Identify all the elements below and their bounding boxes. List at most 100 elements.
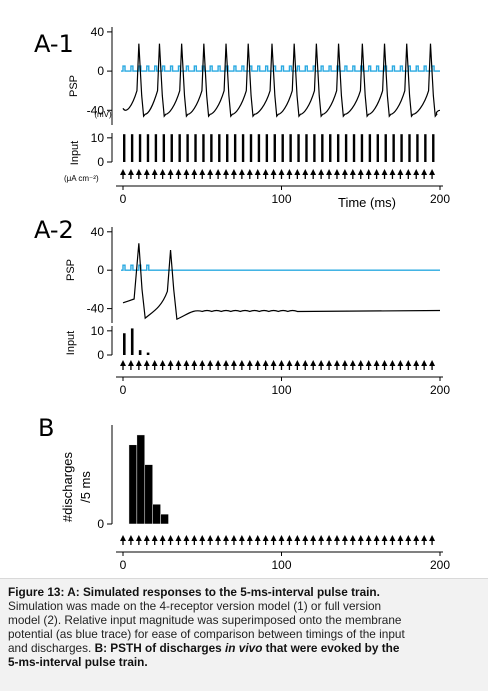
time-tick-label: 100: [271, 383, 291, 397]
a1-input-pulse: [273, 134, 276, 162]
stim-arrow-head: [215, 535, 222, 541]
a1-input-pulse: [329, 134, 332, 162]
caption-line-5-end: that were evoked by the: [262, 641, 400, 655]
stim-arrow-head: [381, 360, 388, 366]
stim-arrow-head: [199, 535, 206, 541]
stim-arrow-head: [270, 535, 277, 541]
a1-input-pulse: [218, 134, 221, 162]
a1-stimulus-arrows: [120, 169, 436, 179]
a1-input-pulse: [305, 134, 308, 162]
panel-a2-label: A-2: [34, 216, 74, 244]
stim-arrow-head: [333, 360, 340, 366]
input-overlay-line: [121, 65, 440, 72]
stim-arrow-head: [246, 360, 253, 366]
stim-arrow-head: [175, 535, 182, 541]
stim-arrow-head: [389, 169, 396, 175]
a1-input-pulse: [257, 134, 261, 162]
a1-input-pulse: [130, 134, 134, 162]
stim-arrow-head: [120, 360, 126, 366]
a1-input-pulse: [289, 134, 292, 162]
a1-psp-axis: 40 0 -40: [87, 25, 113, 125]
a2-input-pulse: [123, 333, 126, 355]
stim-arrow-head: [341, 535, 348, 541]
stim-arrow-head: [365, 535, 372, 541]
stim-arrow-head: [373, 169, 380, 175]
a1-input-pulse: [360, 134, 364, 162]
stim-arrow-head: [357, 169, 364, 175]
stim-arrow-head: [238, 360, 245, 366]
time-tick-label: 200: [430, 192, 450, 206]
a2-stimulus-arrows: [120, 360, 436, 370]
a1-input-pulse: [178, 134, 181, 162]
stim-arrow-head: [310, 360, 317, 366]
stim-arrow-head: [127, 169, 134, 175]
a1-input-pulse: [194, 134, 197, 162]
stim-arrow-head: [405, 535, 412, 541]
b-psth-bars: [128, 434, 169, 525]
a2-psp-tick-label: -40: [87, 302, 105, 316]
stim-arrow-head: [254, 360, 261, 366]
a1-input-pulse: [297, 134, 300, 162]
a2-input-pulse: [146, 352, 150, 355]
stim-arrow-head: [318, 169, 325, 175]
stim-arrow-head: [278, 360, 285, 366]
a1-input-unit: (μA cm⁻²): [64, 174, 99, 183]
a2-input-ylabel: Input: [65, 331, 77, 355]
a1-input-pulse: [186, 134, 189, 162]
a2-input-pulses: [123, 328, 150, 355]
figure-caption: Figure 13: A: Simulated responses to the…: [0, 578, 488, 691]
stim-arrow-head: [159, 535, 166, 541]
a2-input-axis: 10 0: [91, 324, 113, 362]
caption-title: Figure 13: A: Simulated responses to the…: [8, 585, 380, 599]
psth-bar: [144, 464, 153, 525]
stim-arrow-head: [381, 535, 388, 541]
stim-arrow-head: [326, 169, 333, 175]
a1-input-pulse: [376, 134, 379, 162]
stim-arrow-head: [175, 360, 182, 366]
a2-membrane-trace: [122, 243, 441, 321]
stim-arrow-head: [127, 360, 134, 366]
stim-arrow-head: [191, 360, 198, 366]
a2-input-pulse: [130, 328, 134, 355]
stim-arrow-head: [207, 535, 214, 541]
stim-arrow-head: [230, 169, 237, 175]
stim-arrow-head: [254, 535, 261, 541]
stim-arrow-head: [191, 535, 198, 541]
a1-input-pulses: [123, 134, 435, 162]
stim-arrow-head: [381, 169, 388, 175]
caption-in-vivo: in vivo: [225, 641, 263, 655]
a1-xlabel: Time (ms): [338, 195, 396, 210]
stim-arrow-head: [413, 169, 420, 175]
stim-arrow-head: [349, 535, 356, 541]
a1-input-pulse: [249, 134, 253, 162]
a1-input-pulse: [344, 134, 348, 162]
stim-arrow-head: [223, 360, 230, 366]
stim-arrow-head: [183, 535, 190, 541]
stim-arrow-head: [294, 169, 301, 175]
a1-input-pulse: [400, 134, 403, 162]
a1-input-pulse: [241, 134, 245, 162]
a1-input-pulse: [265, 134, 269, 162]
stim-arrow-head: [357, 360, 364, 366]
a2-psp-tick-label: 40: [91, 225, 105, 239]
stim-arrow-head: [135, 360, 142, 366]
a1-input-tick-label: 10: [91, 131, 105, 145]
a2-psp-tick-label: 0: [97, 263, 104, 277]
stim-arrow-head: [262, 169, 269, 175]
time-tick-label: 100: [271, 192, 291, 206]
stim-arrow-head: [333, 535, 340, 541]
stim-arrow-head: [286, 169, 293, 175]
time-tick-label: 200: [430, 383, 450, 397]
a1-input-pulse: [281, 134, 284, 162]
stim-arrow-head: [413, 360, 420, 366]
stim-arrow-head: [143, 535, 150, 541]
a1-input-pulse: [424, 134, 427, 162]
stim-arrow-head: [310, 169, 317, 175]
stim-arrow-head: [120, 535, 126, 541]
stim-arrow-head: [373, 360, 380, 366]
a1-input-pulse: [233, 134, 237, 162]
a1-psp-tick-label: 40: [91, 25, 105, 39]
stim-arrow-head: [373, 535, 380, 541]
stim-arrow-head: [326, 535, 333, 541]
stim-arrow-head: [254, 169, 261, 175]
